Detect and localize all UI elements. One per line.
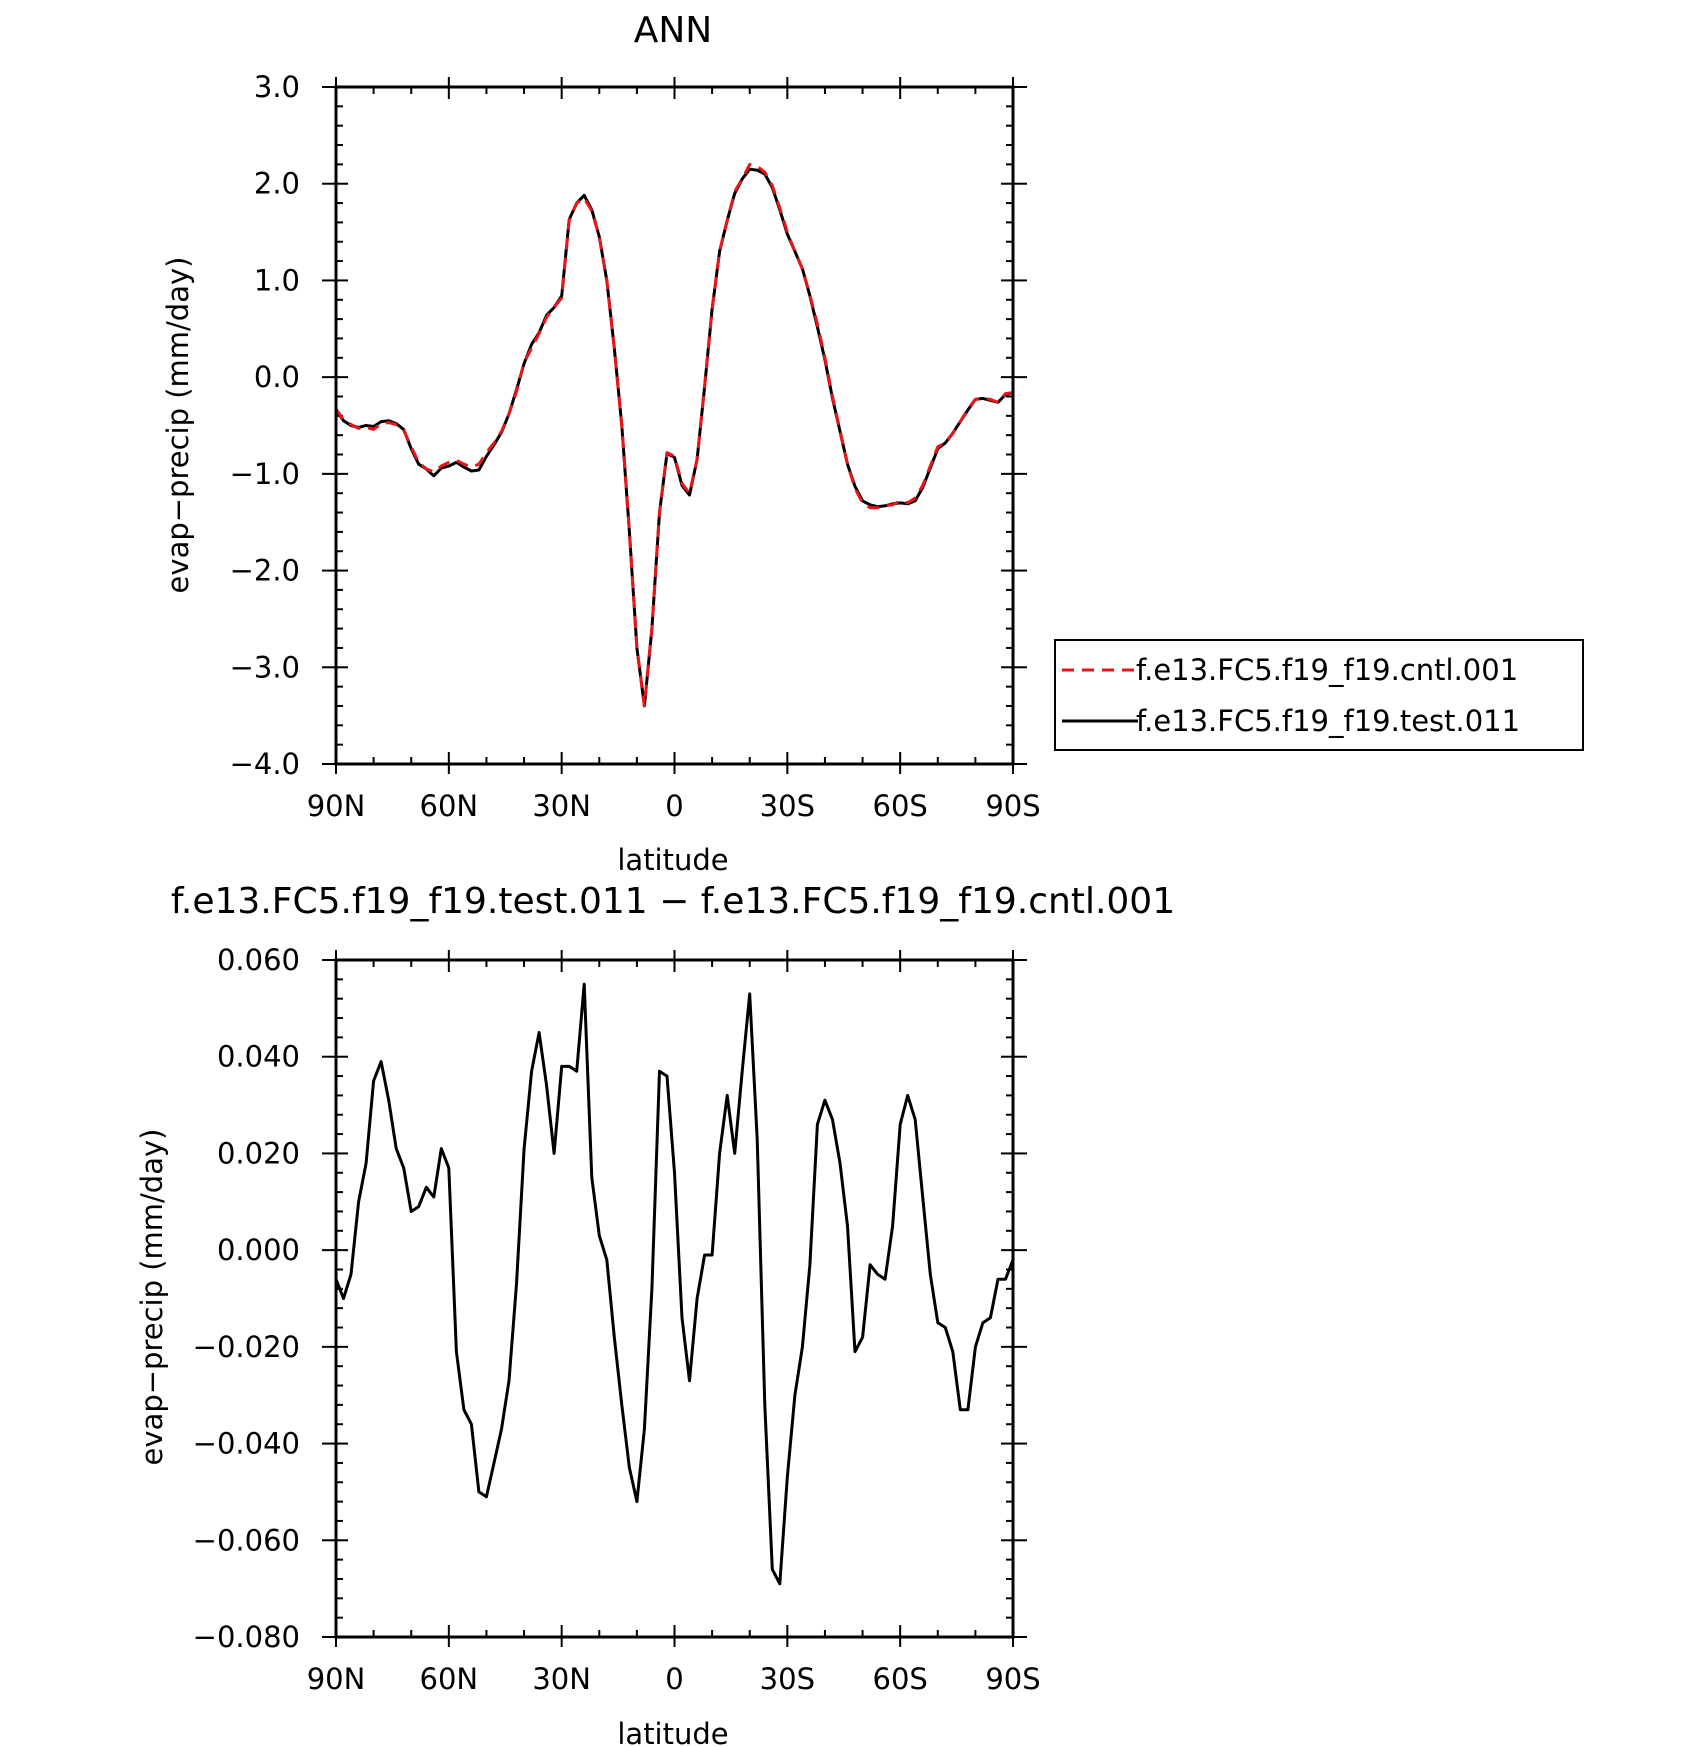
legend-label-test: f.e13.FC5.f19_f19.test.011 — [1136, 704, 1520, 738]
y-tick-label: −0.040 — [193, 1427, 300, 1461]
bottom-chart-xlabel: latitude — [617, 1717, 728, 1747]
y-tick-label: −2.0 — [230, 554, 300, 588]
top-chart-panel: ANN evap−precip (mm/day) latitude 90N 60N… — [161, 10, 1584, 877]
x-tick-label: 90S — [985, 789, 1040, 823]
x-tick-label: 90N — [307, 789, 366, 823]
y-tick-label: 0.040 — [217, 1040, 300, 1074]
bottom-chart-ylabel: evap−precip (mm/day) — [135, 1129, 169, 1466]
y-tick-label: 1.0 — [254, 263, 300, 297]
bottom-chart-ticks: 90N 60N 30N 0 30S 60S 90S 0.060 0.040 0.020 0.000 −… — [193, 943, 1041, 1696]
top-chart-ylabel: evap−precip (mm/day) — [161, 257, 195, 594]
y-tick-label: 0.000 — [217, 1233, 300, 1267]
legend-box — [1054, 639, 1584, 751]
x-tick-label: 90N — [307, 1662, 366, 1696]
top-chart-ticks: 90N 60N 30N 0 30S 60S 90S 3.0 2.0 1.0 0.0 −1.0 −2.0 −… — [230, 70, 1041, 823]
y-tick-label: 2.0 — [254, 167, 300, 201]
x-tick-label: 30N — [532, 1662, 591, 1696]
x-tick-label: 30S — [760, 789, 815, 823]
top-chart-title: ANN — [634, 10, 713, 51]
x-tick-label: 0 — [665, 789, 683, 823]
y-tick-label: −0.020 — [193, 1330, 300, 1364]
x-tick-label: 90S — [985, 1662, 1040, 1696]
x-tick-label: 30S — [760, 1662, 815, 1696]
y-tick-label: 0.060 — [217, 943, 300, 977]
bottom-chart-frame — [334, 958, 1015, 1639]
x-tick-label: 60N — [420, 789, 479, 823]
y-tick-label: 0.0 — [254, 360, 300, 394]
y-tick-label: −0.080 — [193, 1620, 300, 1654]
x-tick-label: 0 — [665, 1662, 683, 1696]
y-tick-label: −4.0 — [230, 747, 300, 781]
legend: f.e13.FC5.f19_f19.cntl.001 f.e13.FC5.f19… — [1054, 639, 1584, 751]
x-tick-label: 60S — [873, 1662, 928, 1696]
x-tick-label: 60S — [873, 789, 928, 823]
bottom-chart-series — [334, 982, 1015, 1586]
x-tick-label: 60N — [420, 1662, 479, 1696]
bottom-chart-title: f.e13.FC5.f19_f19.test.011 − f.e13.FC5.f… — [171, 881, 1175, 922]
y-tick-label: −1.0 — [230, 457, 300, 491]
y-tick-label: −3.0 — [230, 650, 300, 684]
series-line-cntl — [334, 162, 1014, 708]
y-tick-label: 0.020 — [217, 1136, 300, 1170]
top-chart-xlabel: latitude — [617, 843, 728, 877]
series-line-difference — [334, 982, 1015, 1586]
y-tick-label: −0.060 — [193, 1523, 300, 1557]
legend-label-cntl: f.e13.FC5.f19_f19.cntl.001 — [1136, 653, 1518, 687]
y-tick-label: 3.0 — [254, 70, 300, 104]
bottom-chart-panel: f.e13.FC5.f19_f19.test.011 − f.e13.FC5.f… — [135, 881, 1175, 1747]
x-tick-label: 30N — [532, 789, 591, 823]
top-chart-series — [334, 162, 1014, 708]
series-line-test — [334, 167, 1014, 708]
top-chart-frame — [334, 85, 1015, 766]
